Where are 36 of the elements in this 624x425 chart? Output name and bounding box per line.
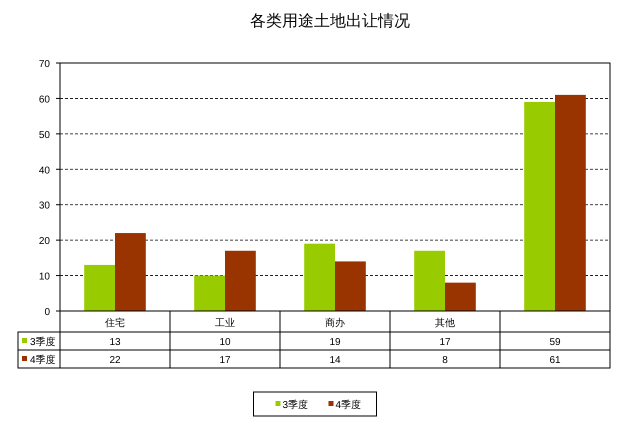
bar [304,244,335,311]
bar [445,282,476,311]
y-tick-label: 70 [38,59,50,70]
bar [115,233,146,311]
bar [414,250,445,311]
data-label: 22 [109,355,121,366]
legend-label: 3季度 [30,336,56,348]
y-tick-label: 40 [38,165,50,176]
legend-label: 4季度 [30,354,56,366]
y-tick-label: 50 [38,130,50,141]
legend: 3季度 4季度 [253,392,377,416]
y-tick-label: 30 [38,200,50,212]
data-label: 59 [549,337,561,348]
data-label: 14 [329,355,341,366]
x-tick-label: 其他 [435,317,455,329]
bar [335,261,366,311]
bar [84,264,115,311]
data-label: 61 [549,355,561,366]
y-tick-label: 0 [44,307,50,318]
bar [524,102,555,311]
data-label: 17 [439,337,451,348]
data-label: 17 [219,355,231,366]
data-label: 10 [219,337,231,348]
bar [194,276,225,311]
y-tick-label: 60 [38,94,50,106]
y-tick-label: 10 [38,272,50,283]
x-tick-label: 商办 [325,317,345,329]
bar [555,94,586,311]
x-tick-label: 住宅 [105,317,125,329]
x-tick-label: 工业 [215,317,235,329]
y-tick-label: 20 [38,236,50,248]
data-label: 19 [329,337,341,348]
data-label: 8 [442,355,448,366]
bar [225,250,256,311]
chart-title: 各类用途土地出让情况 [250,12,410,30]
data-label: 13 [109,337,121,348]
